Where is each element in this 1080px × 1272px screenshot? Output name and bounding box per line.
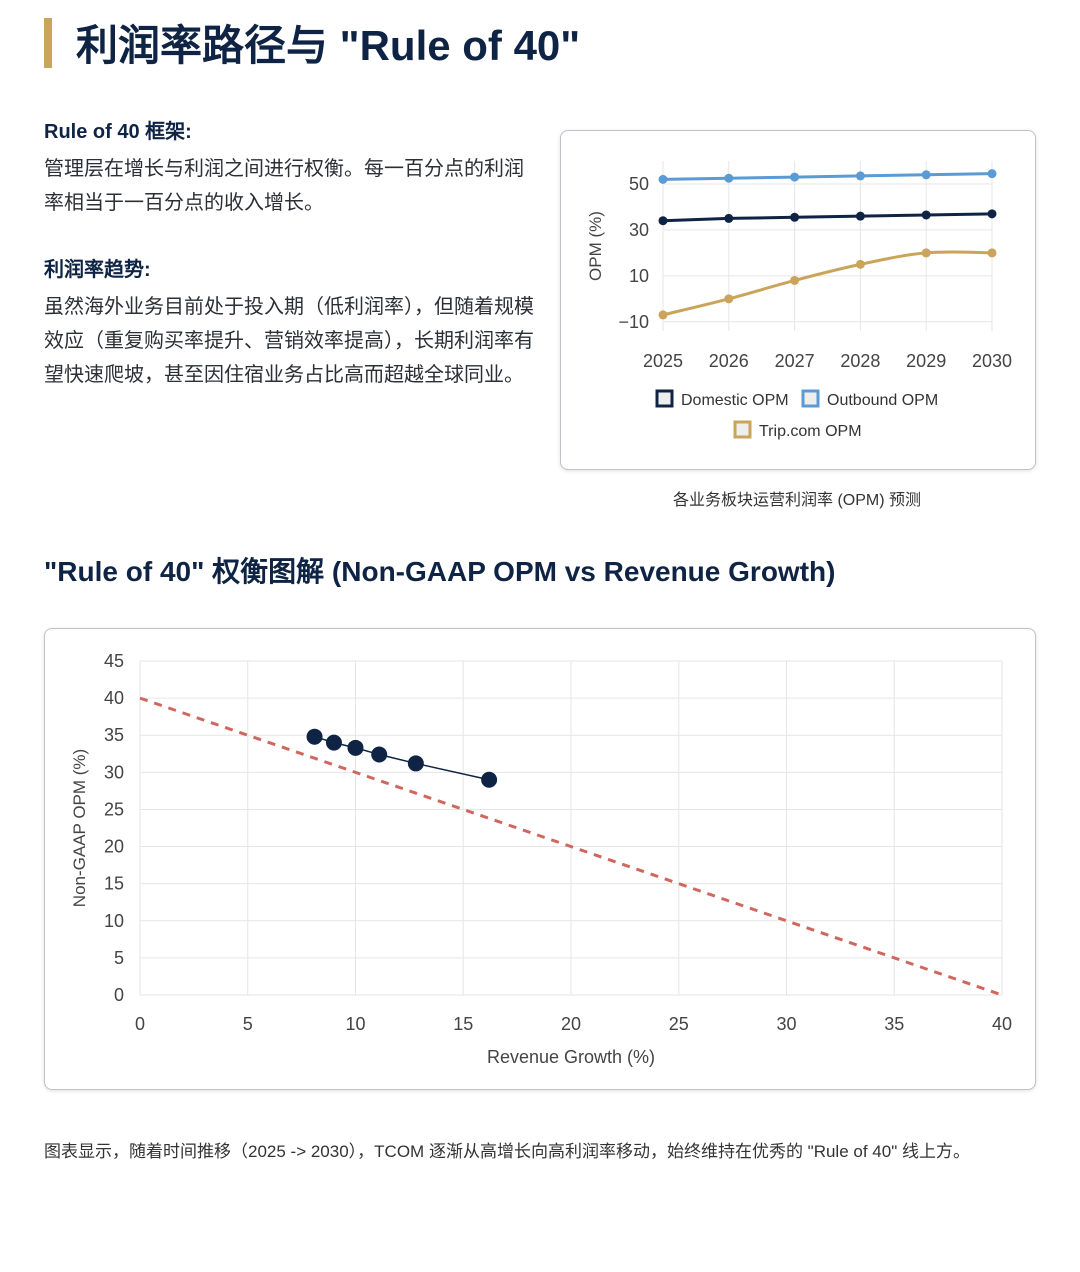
rule-of-40-reference-line: [139, 696, 1003, 997]
r40-x-axis-title: Revenue Growth (%): [487, 1047, 655, 1067]
r40-y-tick-label: 25: [104, 799, 124, 819]
opm-legend-swatch: [733, 420, 752, 439]
r40-x-tick-label: 0: [135, 1014, 145, 1034]
opm-data-point: [790, 212, 800, 222]
opm-chart-card: 2025 2026 2027 2028 2029 2030 −10 10 30 50 OPM (%)…: [560, 130, 1036, 470]
opm-x-tick-label: 2029: [906, 351, 946, 371]
opm-data-point: [790, 172, 800, 182]
opm-data-point: [921, 210, 931, 220]
opm-legend-swatch: [655, 389, 674, 408]
opm-data-point: [987, 248, 997, 258]
trend-body: 虽然海外业务目前处于投入期（低利润率），但随着规模效应（重复购买率提升、营销效率…: [44, 296, 534, 386]
trend-block: 利润率趋势: 虽然海外业务目前处于投入期（低利润率），但随着规模效应（重复购买率…: [44, 256, 534, 392]
r40-y-tick-label: 5: [114, 948, 124, 968]
framework-block: Rule of 40 框架: 管理层在增长与利润之间进行权衡。每一百分点的利润率…: [44, 118, 534, 220]
opm-data-point: [790, 275, 800, 285]
rule40-chart-card: 0 5 10 15 20 25 30 35 40 0 5 10 15 20 25 30 35 40 45 Revenu…: [44, 628, 1036, 1090]
opm-legend-label: Outbound OPM: [827, 392, 938, 409]
opm-y-tick-label: −10: [618, 312, 649, 332]
framework-body: 管理层在增长与利润之间进行权衡。每一百分点的利润率相当于一百分点的收入增长。: [44, 158, 524, 214]
opm-data-point: [658, 216, 668, 226]
r40-y-tick-label: 35: [104, 725, 124, 745]
opm-legend-swatch: [801, 389, 820, 408]
opm-y-axis-title: OPM (%): [586, 211, 605, 281]
r40-data-point: [371, 746, 388, 763]
trend-heading: 利润率趋势:: [44, 259, 151, 281]
opm-data-point: [855, 211, 865, 221]
opm-y-tick-label: 30: [629, 220, 649, 240]
r40-x-tick-label: 35: [884, 1014, 904, 1034]
r40-x-tick-label: 20: [561, 1014, 581, 1034]
r40-y-tick-label: 45: [104, 651, 124, 671]
r40-y-tick-label: 10: [104, 911, 124, 931]
page-title: 利润率路径与 "Rule of 40": [76, 22, 581, 69]
r40-data-point: [306, 728, 323, 745]
opm-series-line: [662, 212, 993, 223]
opm-data-point: [658, 310, 668, 320]
opm-data-point: [855, 171, 865, 181]
r40-x-tick-label: 5: [243, 1014, 253, 1034]
opm-x-tick-label: 2028: [840, 351, 880, 371]
opm-x-tick-label: 2027: [775, 351, 815, 371]
opm-data-point: [724, 213, 734, 223]
section-title: "Rule of 40" 权衡图解 (Non-GAAP OPM vs Reven…: [44, 556, 836, 587]
opm-series-line: [662, 172, 993, 181]
r40-x-tick-label: 25: [669, 1014, 689, 1034]
r40-y-tick-label: 15: [104, 874, 124, 894]
r40-y-tick-label: 0: [114, 985, 124, 1005]
r40-x-tick-label: 40: [992, 1014, 1012, 1034]
footnote: 图表显示，随着时间推移（2025 -> 2030），TCOM 逐渐从高增长向高利…: [44, 1142, 970, 1161]
opm-data-point: [724, 173, 734, 183]
opm-series-line: [662, 250, 993, 317]
r40-y-tick-label: 30: [104, 762, 124, 782]
opm-legend-label: Trip.com OPM: [759, 423, 862, 440]
opm-line-chart: 2025 2026 2027 2028 2029 2030 −10 10 30 50 OPM (%)…: [586, 161, 1012, 440]
opm-data-point: [658, 174, 668, 184]
opm-data-point: [987, 209, 997, 219]
opm-legend-label: Domestic OPM: [681, 392, 789, 409]
r40-data-point: [325, 734, 342, 751]
opm-chart-caption: 各业务板块运营利润率 (OPM) 预测: [673, 492, 921, 509]
r40-y-tick-label: 20: [104, 837, 124, 857]
title-accent-bar: [44, 18, 52, 68]
r40-y-axis-title: Non-GAAP OPM (%): [70, 749, 89, 907]
r40-data-point: [407, 755, 424, 772]
opm-data-point: [921, 170, 931, 180]
opm-x-tick-label: 2026: [709, 351, 749, 371]
r40-x-tick-label: 10: [345, 1014, 365, 1034]
opm-data-point: [987, 169, 997, 179]
r40-x-tick-label: 15: [453, 1014, 473, 1034]
opm-y-tick-label: 10: [629, 266, 649, 286]
opm-data-point: [921, 248, 931, 258]
r40-y-tick-label: 40: [104, 688, 124, 708]
opm-data-point: [855, 259, 865, 269]
opm-x-tick-label: 2030: [972, 351, 1012, 371]
opm-y-tick-label: 50: [629, 174, 649, 194]
opm-x-tick-label: 2025: [643, 351, 683, 371]
opm-data-point: [724, 294, 734, 304]
r40-data-point: [481, 771, 498, 788]
r40-data-point: [347, 739, 364, 756]
r40-x-tick-label: 30: [776, 1014, 796, 1034]
rule40-scatter-chart: 0 5 10 15 20 25 30 35 40 0 5 10 15 20 25 30 35 40 45 Revenu…: [70, 651, 1012, 1067]
framework-heading: Rule of 40 框架:: [44, 121, 192, 143]
